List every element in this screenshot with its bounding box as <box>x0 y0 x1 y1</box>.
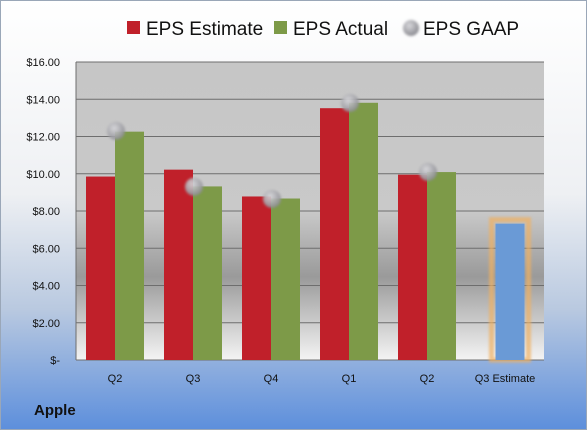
y-axis: $- $2.00 $4.00 $6.00 $8.00 $10.00 $12.00 $14.00… <box>26 57 77 367</box>
bar-eps-actual <box>193 186 222 360</box>
bars <box>86 102 531 363</box>
y-tick-label: $16.00 <box>26 57 60 69</box>
x-tick-label: Q3 Estimate <box>475 373 536 385</box>
y-tick-label: $4.00 <box>32 281 60 293</box>
legend-swatch <box>403 20 419 36</box>
bar-eps-estimate <box>164 169 193 360</box>
company-label: Apple <box>34 402 76 419</box>
legend-label: EPS GAAP <box>423 19 519 40</box>
bar-eps-estimate <box>398 174 427 360</box>
bar-eps-actual <box>271 198 300 360</box>
x-tick-label: Q3 <box>186 373 201 385</box>
x-tick-label: Q2 <box>108 373 123 385</box>
legend-swatch <box>127 21 140 34</box>
point-eps-gaap <box>263 189 281 208</box>
legend: EPS Estimate EPS Actual EPS GAAP <box>127 19 519 40</box>
y-tick-label: $2.00 <box>32 318 60 330</box>
point-eps-gaap <box>185 177 203 196</box>
bar-q3-estimate <box>495 223 525 360</box>
legend-label: EPS Estimate <box>146 19 263 40</box>
bar-eps-actual <box>427 172 456 360</box>
point-eps-gaap <box>419 162 437 181</box>
point-eps-gaap <box>107 121 125 140</box>
bar-eps-estimate <box>242 196 271 360</box>
y-tick-label: $10.00 <box>26 169 60 181</box>
x-tick-label: Q4 <box>264 373 279 385</box>
legend-swatch <box>274 21 287 34</box>
bar-eps-estimate <box>320 108 349 360</box>
x-tick-label: Q2 <box>420 373 435 385</box>
gridlines <box>76 61 544 361</box>
y-tick-label: $12.00 <box>26 132 60 144</box>
x-axis: Q2 Q3 Q4 Q1 Q2 Q3 Estimate <box>108 373 536 385</box>
bar-eps-actual <box>115 131 144 360</box>
y-tick-label: $- <box>50 355 60 367</box>
y-tick-label: $14.00 <box>26 94 60 106</box>
legend-label: EPS Actual <box>293 19 388 40</box>
y-tick-label: $6.00 <box>32 243 60 255</box>
gaap-points <box>107 93 437 208</box>
bar-eps-estimate <box>86 176 115 360</box>
point-eps-gaap <box>341 93 359 112</box>
x-tick-label: Q1 <box>342 373 357 385</box>
y-tick-label: $8.00 <box>32 206 60 218</box>
bar-eps-actual <box>349 102 378 360</box>
